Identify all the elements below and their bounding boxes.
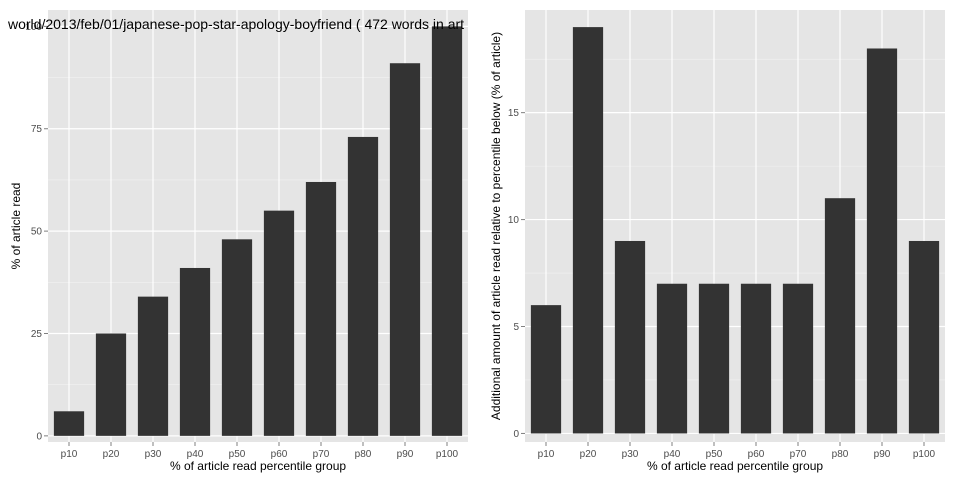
left-bar-p100 [431,26,463,436]
right-x-tick-label: p90 [874,449,891,460]
right-bar-p40 [656,283,688,434]
left-x-tick-label: p30 [145,449,162,460]
left-bar-p20 [95,333,127,436]
left-x-tick-label: p100 [436,449,459,460]
right-x-tick-label: p70 [790,449,807,460]
left-y-axis-label: % of article read [9,183,23,270]
right-bar-p10 [530,305,562,434]
left-x-tick-label: p60 [271,449,288,460]
right-y-axis-label: Additional amount of article read relati… [489,32,503,420]
left-x-tick-label: p50 [229,449,246,460]
right-y-tick-label: 10 [508,215,520,226]
left-x-tick-label: p80 [355,449,372,460]
right-x-tick-label: p80 [832,449,849,460]
left-bar-p50 [221,239,253,436]
right-y-tick-label: 5 [513,322,519,333]
left-x-tick-label: p40 [187,449,204,460]
left-bar-p70 [305,181,337,436]
right-x-tick-label: p100 [913,449,936,460]
right-bar-p100 [908,240,940,434]
left-x-tick-label: p70 [313,449,330,460]
right-bar-p80 [824,198,856,434]
right-bar-p70 [782,283,814,434]
left-y-tick-label: 100 [25,22,42,33]
left-bar-p60 [263,210,295,436]
left-x-tick-label: p90 [397,449,414,460]
right-bar-p90 [866,48,898,434]
right-x-tick-label: p40 [664,449,681,460]
right-y-tick-label: 0 [513,429,519,440]
left-bar-p80 [347,136,379,436]
right-x-tick-label: p60 [748,449,765,460]
left-y-tick-label: 25 [31,329,43,340]
left-bar-p30 [137,296,169,436]
right-x-axis-label: % of article read percentile group [647,459,823,473]
left-x-axis-label: % of article read percentile group [170,459,346,473]
left-bar-p90 [389,63,421,436]
right-bar-p60 [740,283,772,434]
right-x-tick-label: p20 [580,449,597,460]
left-bar-p40 [179,267,211,436]
left-y-tick-label: 75 [31,124,43,135]
left-y-tick-label: 0 [36,431,42,442]
left-y-tick-label: 50 [31,227,43,238]
right-x-tick-label: p10 [538,449,555,460]
left-x-tick-label: p10 [61,449,78,460]
right-x-tick-label: p50 [706,449,723,460]
left-bar-p10 [53,411,85,436]
left-x-tick-label: p20 [103,449,120,460]
right-x-tick-label: p30 [622,449,639,460]
right-y-tick-label: 15 [508,108,520,119]
figure-title: world/2013/feb/01/japanese-pop-star-apol… [7,16,464,32]
left-bar-chart: 0 25 50 75 100 p10 p20 p30 p40 p50 p60 p70 p80 p90 p10… [9,10,468,473]
right-bar-p30 [614,240,646,434]
right-bar-p50 [698,283,730,434]
right-bar-chart: 0 5 10 15 p10 p20 p30 p40 p50 p60 p70 p80 p90 p100 % o… [489,10,945,473]
right-bar-p20 [572,27,604,434]
